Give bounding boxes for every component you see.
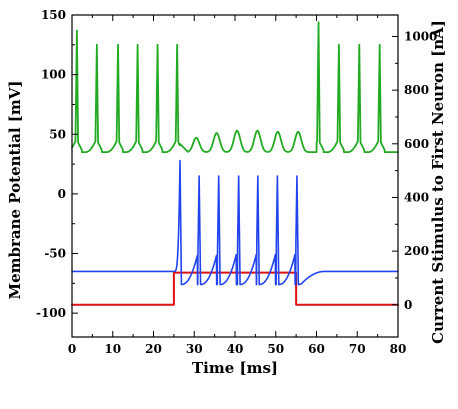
left-axis-title: Membrane Potential [mV] bbox=[6, 80, 24, 299]
y-left-tick-label: -50 bbox=[44, 247, 66, 261]
series-layer bbox=[71, 21, 399, 306]
x-tick-label: 20 bbox=[145, 342, 162, 356]
series-red-stimulus bbox=[71, 271, 399, 306]
y-left-tick-label: 0 bbox=[58, 187, 66, 201]
right-axis-title: Current Stimulus to First Neuron [nA] bbox=[429, 20, 447, 344]
y-right-tick-label: 400 bbox=[404, 190, 429, 204]
labels-layer: 0 10 20 30 40 50 60 70 80 -100 -50 0 50 100 150 0 200 400… bbox=[36, 8, 437, 356]
x-tick-label: 40 bbox=[227, 342, 244, 356]
y-left-tick-label: 100 bbox=[41, 68, 66, 82]
series-green-neuron bbox=[71, 21, 399, 154]
y-right-tick-label: 800 bbox=[404, 83, 429, 97]
series-blue-neuron bbox=[71, 159, 399, 286]
y-right-tick-label: 200 bbox=[404, 244, 429, 258]
y-right-tick-label: 600 bbox=[404, 137, 429, 151]
x-tick-label: 50 bbox=[267, 342, 284, 356]
plot-frame bbox=[71, 14, 399, 338]
y-left-tick-label: 50 bbox=[49, 127, 66, 141]
ticks-layer bbox=[71, 14, 399, 337]
x-tick-label: 60 bbox=[308, 342, 325, 356]
y-right-tick-label: 0 bbox=[404, 298, 412, 312]
x-tick-label: 30 bbox=[186, 342, 203, 356]
y-left-tick-label: -100 bbox=[36, 306, 66, 320]
x-tick-label: 0 bbox=[68, 342, 76, 356]
y-left-tick-label: 150 bbox=[41, 8, 66, 22]
x-tick-label: 10 bbox=[104, 342, 121, 356]
x-axis-title: Time [ms] bbox=[192, 359, 278, 377]
x-tick-label: 80 bbox=[390, 342, 407, 356]
x-tick-label: 70 bbox=[349, 342, 366, 356]
y-right-tick-label: 1000 bbox=[404, 29, 437, 43]
